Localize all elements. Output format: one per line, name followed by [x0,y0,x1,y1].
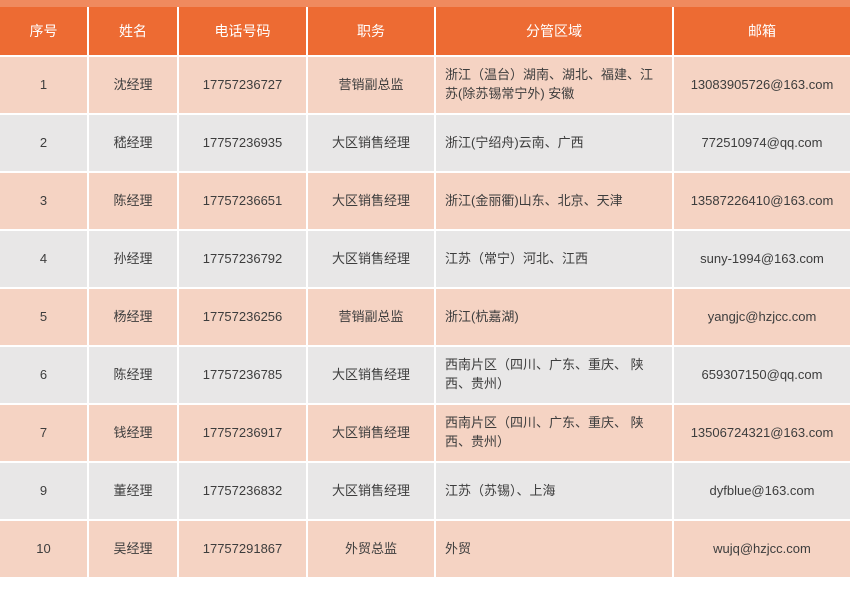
cell-email: suny-1994@163.com [673,230,850,289]
table-row: 1 沈经理 17757236727 营销副总监 浙江（温台）湖南、湖北、福建、江苏(除苏… [0,56,850,115]
table-row: 5 杨经理 17757236256 营销副总监 浙江(杭嘉湖) yangjc@hzjcc.… [0,288,850,347]
cell-phone: 17757236792 [178,230,308,289]
cell-email: wujq@hzjcc.com [673,520,850,577]
column-header-region: 分管区域 [435,0,674,57]
cell-email: dyfblue@163.com [673,462,850,521]
cell-region: 浙江(杭嘉湖) [435,288,674,347]
cell-name: 陈经理 [88,346,179,405]
table-row: 2 嵇经理 17757236935 大区销售经理 浙江(宁绍舟)云南、广西 7725109… [0,114,850,173]
column-header-title: 职务 [307,0,436,57]
cell-title: 营销副总监 [307,56,436,115]
cell-email: 13587226410@163.com [673,172,850,231]
cell-email: 659307150@qq.com [673,346,850,405]
cell-index: 5 [0,288,89,347]
cell-phone: 17757236651 [178,172,308,231]
cell-name: 董经理 [88,462,179,521]
cell-email: 13506724321@163.com [673,404,850,463]
table-row: 9 董经理 17757236832 大区销售经理 江苏（苏锡）、上海 dyfblue@16… [0,462,850,521]
cell-title: 大区销售经理 [307,404,436,463]
cell-region: 外贸 [435,520,674,577]
cell-phone: 17757236935 [178,114,308,173]
cell-title: 外贸总监 [307,520,436,577]
cell-index: 7 [0,404,89,463]
cell-region: 西南片区（四川、广东、重庆、 陕西、贵州） [435,404,674,463]
cell-region: 浙江(宁绍舟)云南、广西 [435,114,674,173]
cell-name: 沈经理 [88,56,179,115]
cell-title: 大区销售经理 [307,114,436,173]
cell-email: yangjc@hzjcc.com [673,288,850,347]
cell-phone: 17757236917 [178,404,308,463]
cell-index: 1 [0,56,89,115]
cell-title: 大区销售经理 [307,230,436,289]
cell-region: 江苏（苏锡）、上海 [435,462,674,521]
cell-index: 9 [0,462,89,521]
cell-title: 大区销售经理 [307,462,436,521]
column-header-name: 姓名 [88,0,179,57]
cell-name: 陈经理 [88,172,179,231]
column-header-phone: 电话号码 [178,0,308,57]
cell-phone: 17757236832 [178,462,308,521]
cell-title: 大区销售经理 [307,346,436,405]
cell-email: 772510974@qq.com [673,114,850,173]
cell-region: 江苏（常宁）河北、江西 [435,230,674,289]
table-body: 1 沈经理 17757236727 营销副总监 浙江（温台）湖南、湖北、福建、江苏(除苏… [0,56,850,577]
cell-name: 孙经理 [88,230,179,289]
table-row: 7 钱经理 17757236917 大区销售经理 西南片区（四川、广东、重庆、 陕西、贵… [0,404,850,463]
cell-index: 2 [0,114,89,173]
cell-name: 吴经理 [88,520,179,577]
cell-title: 营销副总监 [307,288,436,347]
cell-name: 钱经理 [88,404,179,463]
contact-table: 序号 姓名 电话号码 职务 分管区域 邮箱 1 沈经理 17757236727 营销副… [0,0,850,577]
table-row: 10 吴经理 17757291867 外贸总监 外贸 wujq@hzjcc.com [0,520,850,577]
table-row: 3 陈经理 17757236651 大区销售经理 浙江(金丽衢)山东、北京、天津 1358… [0,172,850,231]
cell-phone: 17757236785 [178,346,308,405]
cell-name: 杨经理 [88,288,179,347]
table-row: 6 陈经理 17757236785 大区销售经理 西南片区（四川、广东、重庆、 陕西、贵… [0,346,850,405]
cell-phone: 17757236256 [178,288,308,347]
cell-email: 13083905726@163.com [673,56,850,115]
cell-title: 大区销售经理 [307,172,436,231]
cell-index: 3 [0,172,89,231]
header-row: 序号 姓名 电话号码 职务 分管区域 邮箱 [0,0,850,57]
cell-region: 浙江（温台）湖南、湖北、福建、江苏(除苏锡常宁外) 安徽 [435,56,674,115]
column-header-email: 邮箱 [673,0,850,57]
cell-name: 嵇经理 [88,114,179,173]
cell-region: 浙江(金丽衢)山东、北京、天津 [435,172,674,231]
cell-phone: 17757236727 [178,56,308,115]
cell-phone: 17757291867 [178,520,308,577]
cell-index: 4 [0,230,89,289]
cell-region: 西南片区（四川、广东、重庆、 陕西、贵州） [435,346,674,405]
table-row: 4 孙经理 17757236792 大区销售经理 江苏（常宁）河北、江西 suny-199… [0,230,850,289]
column-header-index: 序号 [0,0,89,57]
cell-index: 10 [0,520,89,577]
cell-index: 6 [0,346,89,405]
